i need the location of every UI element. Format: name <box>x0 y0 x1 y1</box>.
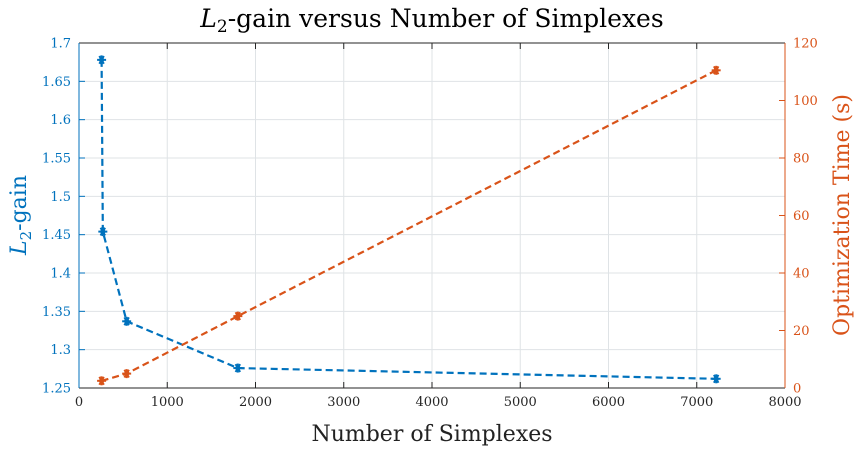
data-point-l2-gain <box>233 363 243 373</box>
data-point-optimization-time <box>122 369 132 379</box>
y-left-tick-label: 1.35 <box>42 305 71 320</box>
y-left-tick-label: 1.7 <box>50 37 71 52</box>
data-point-l2-gain <box>98 227 108 237</box>
data-point-optimization-time <box>233 311 243 321</box>
x-tick-label: 2000 <box>239 395 272 410</box>
y-axis-left-label-math: L <box>7 240 32 256</box>
data-point-optimization-time <box>711 65 721 75</box>
x-tick-label: 8000 <box>768 395 801 410</box>
data-point-l2-gain <box>122 316 132 326</box>
chart-title: L2-gain versus Number of Simplexes <box>199 4 663 37</box>
y-axis-right-label: Optimization Time (s) <box>830 94 855 336</box>
y-left-tick-label: 1.6 <box>50 113 71 128</box>
series-layer <box>97 55 721 386</box>
y-axis-left-label-rest: -gain <box>7 175 32 231</box>
y-axis-left-label-sub: 2 <box>17 231 35 241</box>
y-left-tick-label: 1.4 <box>50 267 71 282</box>
y-axis-left-label: L2-gain <box>7 175 35 256</box>
y-left-tick-label: 1.45 <box>42 228 71 243</box>
data-point-optimization-time <box>97 376 107 386</box>
x-tick-label: 0 <box>75 395 83 410</box>
x-axis-label: Number of Simplexes <box>311 422 552 447</box>
x-tick-label: 5000 <box>504 395 537 410</box>
y-left-tick-label: 1.25 <box>42 382 71 397</box>
x-tick-label: 1000 <box>151 395 184 410</box>
x-tick-label: 4000 <box>415 395 448 410</box>
y-right-tick-label: 0 <box>793 382 801 397</box>
y-left-tick-label: 1.3 <box>50 343 71 358</box>
chart-title-math: L <box>199 4 217 33</box>
chart-title-rest: -gain versus Number of Simplexes <box>228 4 664 33</box>
y-right-tick-label: 120 <box>793 37 818 52</box>
y-right-tick-label: 60 <box>793 209 810 224</box>
x-tick-label: 7000 <box>680 395 713 410</box>
chart-title-sub: 2 <box>217 17 228 37</box>
y-right-tick-label: 80 <box>793 152 810 167</box>
x-tick-label: 3000 <box>327 395 360 410</box>
y-left-tick-label: 1.65 <box>42 75 71 90</box>
x-tick-label: 6000 <box>592 395 625 410</box>
axes: 0 1000 2000 3000 4000 5000 6000 7000 80001.251.3… <box>42 37 818 411</box>
series-line-optimization-time <box>101 69 717 382</box>
data-point-l2-gain <box>711 374 721 384</box>
data-point-l2-gain <box>97 55 107 65</box>
y-left-tick-label: 1.5 <box>50 190 71 205</box>
y-right-tick-label: 40 <box>793 267 810 282</box>
y-right-tick-label: 20 <box>793 324 810 339</box>
y-left-tick-label: 1.55 <box>42 152 71 167</box>
y-right-tick-label: 100 <box>793 94 818 109</box>
